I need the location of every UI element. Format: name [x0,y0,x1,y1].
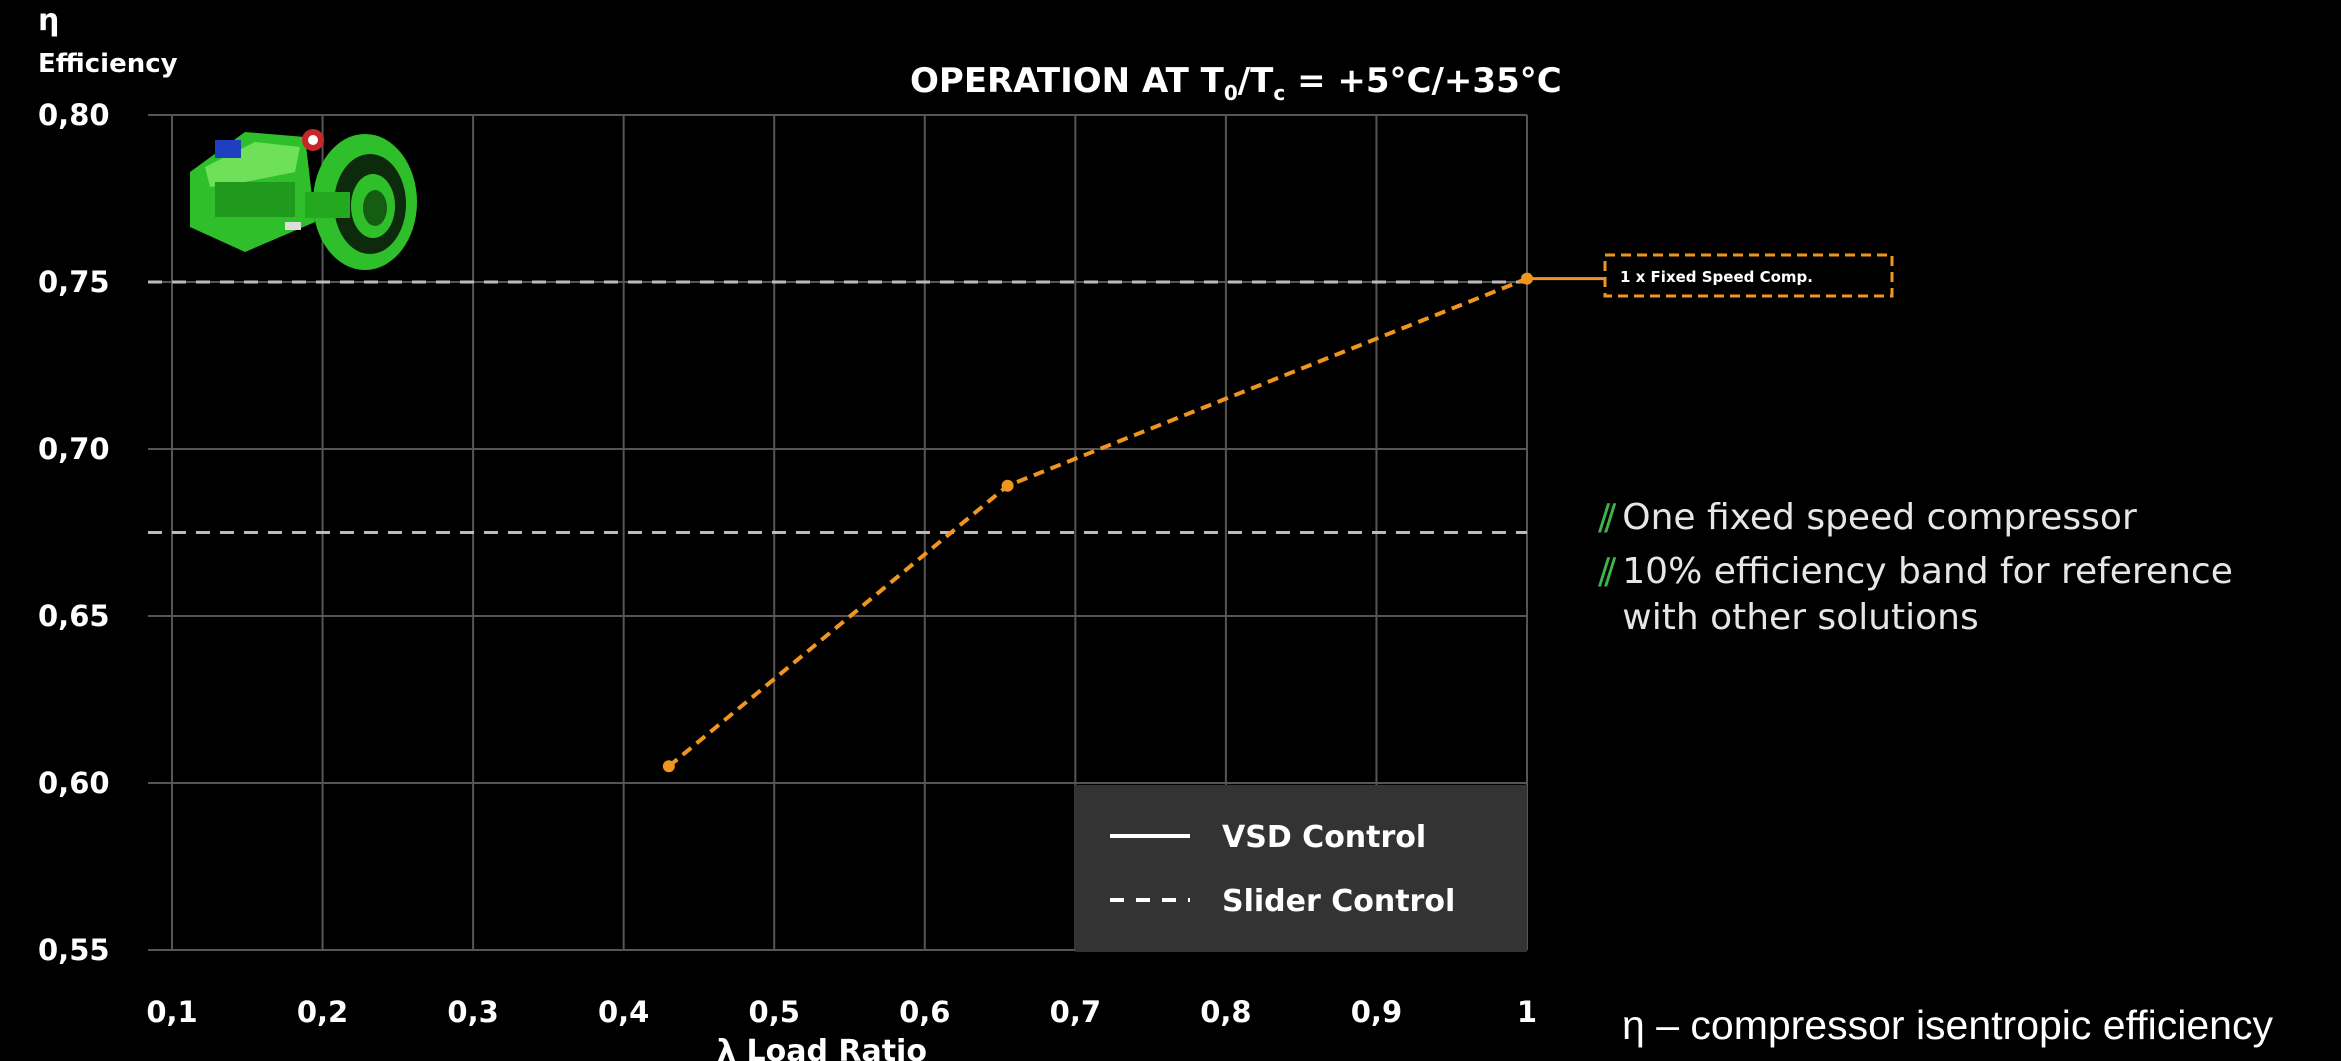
y-axis-symbol: η [38,3,59,38]
x-tick-label: 0,6 [899,995,950,1029]
annotation-box [1603,253,1894,298]
y-tick-label: 0,75 [38,265,110,299]
note-marker: // [1598,551,1616,592]
note-marker: // [1598,497,1616,538]
compressor-image [190,129,417,270]
x-tick-label: 0,3 [447,995,498,1029]
data-point [662,760,675,773]
footnote: η – compressor isentropic efficiency [1622,1002,2273,1048]
x-tick-label: 0,8 [1200,995,1251,1029]
annotation-label: 1 x Fixed Speed Comp. [1620,268,1813,286]
data-point [1001,479,1014,492]
x-tick-label: 1 [1517,995,1537,1029]
series-annotation: 1 x Fixed Speed Comp. [1527,253,1894,298]
x-tick-label: 0,7 [1050,995,1101,1029]
y-axis-label: Efficiency [38,49,178,79]
series-line [667,276,1528,768]
x-tick-label: 0,4 [598,995,649,1029]
x-tick-label: 0,2 [297,995,348,1029]
x-tick-label: 0,9 [1351,995,1402,1029]
x-tick-label: 0,5 [749,995,800,1029]
side-notes: // One fixed speed compressor // 10% eff… [1598,495,2318,649]
y-tick-label: 0,60 [38,766,110,800]
x-axis-label: λ Load Ratio [717,1034,927,1061]
y-tick-label: 0,55 [38,933,110,967]
y-tick-label: 0,70 [38,432,110,466]
legend: VSD Control Slider Control [1075,785,1527,952]
x-tick-label: 0,1 [146,995,197,1029]
y-tick-label: 0,80 [38,98,110,132]
y-tick-label: 0,65 [38,599,110,633]
legend-label-vsd: VSD Control [1222,820,1426,855]
legend-label-slider: Slider Control [1222,884,1455,919]
chart-title: OPERATION AT T0/Tc = +5°C/+35°C [910,61,1562,105]
side-note: // One fixed speed compressor [1598,495,2318,541]
legend-background [1075,785,1527,952]
side-note: // 10% efficiency band for reference wit… [1598,549,2318,641]
side-note-text: One fixed speed compressor [1622,497,2137,538]
side-note-text: 10% efficiency band for reference with o… [1622,551,2233,638]
